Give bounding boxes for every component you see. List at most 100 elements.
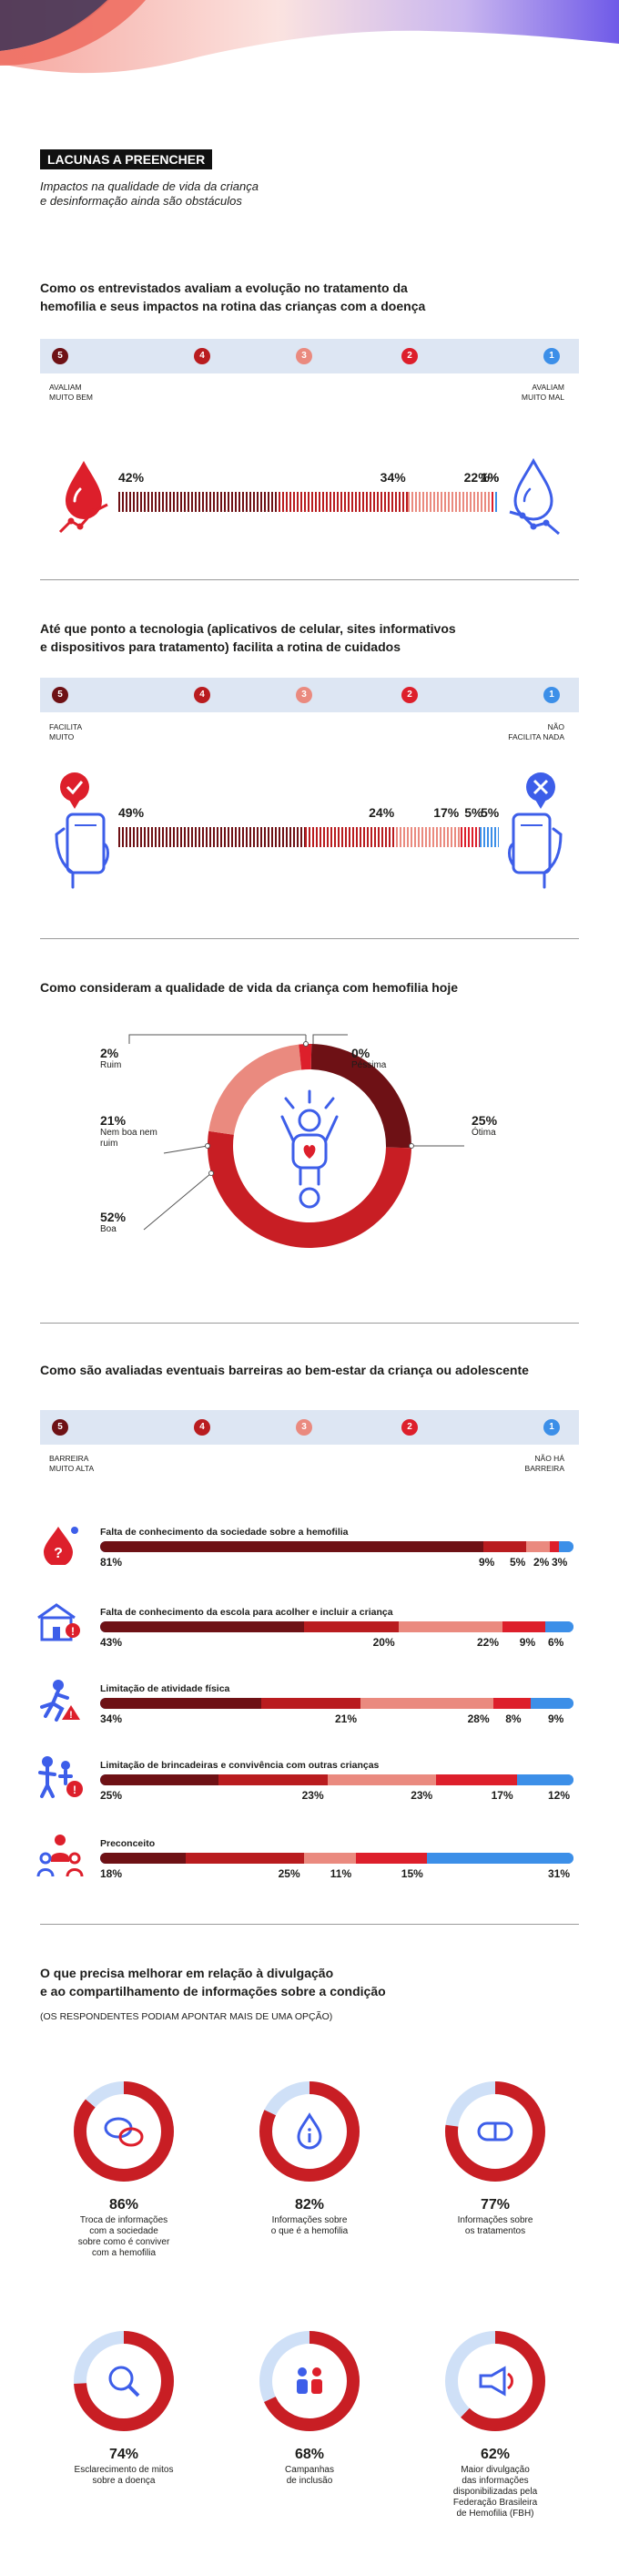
child-heart-icon [280,1089,339,1186]
spark-line [284,1097,295,1109]
label-line: Informações sobre [457,2215,533,2225]
scale-right-label: AVALIAM MUITO MAL [510,383,564,403]
lens [108,2366,134,2391]
child-heart-icon [299,1187,320,1209]
barrier-stacked-bar [100,1698,573,1709]
slice-pct: 25% [472,1113,498,1128]
bar-segment-2 [491,492,495,512]
donut-slice [299,1044,312,1070]
progress-label: Informações sobre os tratamentos [427,2215,563,2237]
hand-shape [508,827,563,889]
quality-donut-chart [128,1034,464,1248]
hand-shape [55,827,109,889]
progress-arc [74,2331,174,2431]
person-head [298,2367,307,2377]
progress-donut [74,2081,174,2182]
person-body [51,1853,69,1862]
header-subtitle-line1: Impactos na qualidade de vida da criança [40,179,259,193]
barrier-segment-5 [100,1774,219,1785]
children-alert-icon: ! [38,1756,83,1798]
progress-label: Maior divulgação das informações disponibi… [427,2465,563,2520]
barrier-value-label: 20% [372,1636,395,1649]
school-door [53,1627,60,1640]
spark-line [324,1097,335,1109]
progress-label: Esclarecimento de mitos sobre a doença [56,2465,192,2487]
donut-leader-dot [303,1041,309,1047]
bar-segment-5 [118,492,279,512]
progress-donut [74,2331,174,2431]
slice-pct: 52% [100,1210,127,1224]
children-bodies [38,1765,73,1798]
progress-value: 86% [108,2197,139,2213]
barrier-value-label: 21% [335,1712,358,1725]
person-body [297,2379,308,2394]
chart-point [67,517,75,525]
handle [127,2385,140,2397]
scale-dot: 4 [194,687,210,703]
bar-segment-2 [461,827,481,847]
small-drop [71,1527,78,1534]
bar-value-label: 1% [481,470,500,485]
school-icon: ! [37,1603,80,1641]
label-line: AVALIAM [532,383,564,392]
barrier-segment-5 [100,1541,485,1552]
progress-arc [74,2081,174,2182]
scale-left-label: AVALIAM MUITO BEM [49,383,93,403]
bar-value-label: 17% [433,805,460,820]
header-subtitle-line2: e desinformação ainda são obstáculos [40,194,242,208]
chart-point [89,508,96,516]
alert-badge [66,1623,80,1638]
question-mark: ? [54,1546,63,1561]
label-line: de Hemofilia (FBH) [456,2509,534,2519]
slice-name: Ótima [472,1128,496,1138]
barrier-value-label: 6% [548,1636,564,1649]
scale-dot: 4 [194,1419,210,1436]
label-line: MUITO ALTA [49,1464,95,1473]
barrier-value-label: 28% [467,1712,490,1725]
sound-wave [507,2372,513,2390]
barrier-stacked-bar [100,1541,573,1552]
drop-info-icon [297,2112,322,2150]
title-line: Até que ponto a tecnologia (aplicativos … [40,621,456,636]
barrier-value-label: 9% [548,1712,564,1725]
barrier-row-title: Preconceito [100,1838,156,1849]
donut-label-boa: 52% Boa [100,1210,126,1234]
title-line: e ao compartilhamento de informações sob… [40,1984,386,1998]
progress-value: 68% [294,2447,325,2462]
barrier-value-label: 9% [519,1636,536,1649]
progress-donut [445,2331,545,2431]
barrier-value-label: 11% [330,1867,352,1880]
alert-triangle [62,1705,80,1720]
donut-leader-dot [208,1170,214,1176]
running-alert-icon: ! [40,1680,80,1722]
check-badge [60,772,89,802]
label-line: Troca de informações [79,2215,168,2225]
barrier-value-label: 34% [100,1712,123,1725]
barrier-value-label: 43% [100,1636,123,1649]
slice-pct: 0% [351,1046,370,1060]
donut-slice [208,1130,411,1248]
barrier-value-label: 9% [479,1556,495,1569]
blood-drop-chart-down-icon [509,457,560,536]
chart-point [76,523,84,530]
barrier-value-label: 12% [548,1789,571,1802]
label-line: BARREIRA [49,1454,89,1463]
scale-dot: 1 [543,687,560,703]
scale-dot: 4 [194,348,210,364]
divider [40,1924,579,1925]
child-head [61,1761,70,1770]
blood-drop-chart-up-icon [58,461,108,534]
scale-right-label: NÃO HÁ BARREIRA [510,1454,564,1474]
section-note: (OS RESPONDENTES PODIAM APONTAR MAIS DE … [40,2011,333,2022]
label-line: das informações [462,2476,529,2486]
section-badge: LACUNAS A PREENCHER [40,149,213,169]
label-line: Esclarecimento de mitos [74,2465,174,2475]
barrier-segment-4 [260,1698,361,1709]
scale-left-label: FACILITA MUITO [49,722,82,742]
donut-leaders [128,1034,464,1231]
barrier-segment-1 [516,1774,573,1785]
bar-segment-5 [118,827,305,847]
scale-dot: 3 [296,348,312,364]
header-decoration [0,0,619,74]
bar-segment-3 [407,492,492,512]
